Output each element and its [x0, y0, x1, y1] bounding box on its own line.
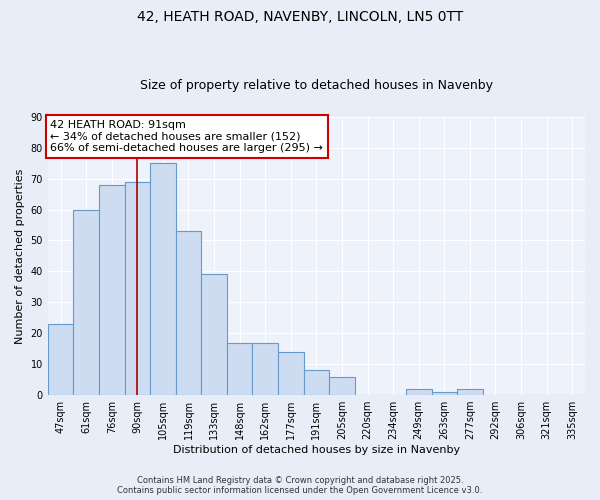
Bar	[253, 342, 278, 395]
Bar	[329, 376, 355, 395]
Bar	[406, 389, 431, 395]
Y-axis label: Number of detached properties: Number of detached properties	[15, 168, 25, 344]
Bar	[150, 163, 176, 395]
Text: 42 HEATH ROAD: 91sqm
← 34% of detached houses are smaller (152)
66% of semi-deta: 42 HEATH ROAD: 91sqm ← 34% of detached h…	[50, 120, 323, 153]
Text: 42, HEATH ROAD, NAVENBY, LINCOLN, LN5 0TT: 42, HEATH ROAD, NAVENBY, LINCOLN, LN5 0T…	[137, 10, 463, 24]
Bar	[278, 352, 304, 395]
Bar	[304, 370, 329, 395]
Bar	[201, 274, 227, 395]
Bar	[125, 182, 150, 395]
X-axis label: Distribution of detached houses by size in Navenby: Distribution of detached houses by size …	[173, 445, 460, 455]
Bar	[457, 389, 482, 395]
Title: Size of property relative to detached houses in Navenby: Size of property relative to detached ho…	[140, 79, 493, 92]
Bar	[99, 185, 125, 395]
Text: Contains HM Land Registry data © Crown copyright and database right 2025.
Contai: Contains HM Land Registry data © Crown c…	[118, 476, 482, 495]
Bar	[431, 392, 457, 395]
Bar	[48, 324, 73, 395]
Bar	[73, 210, 99, 395]
Bar	[176, 231, 201, 395]
Bar	[227, 342, 253, 395]
